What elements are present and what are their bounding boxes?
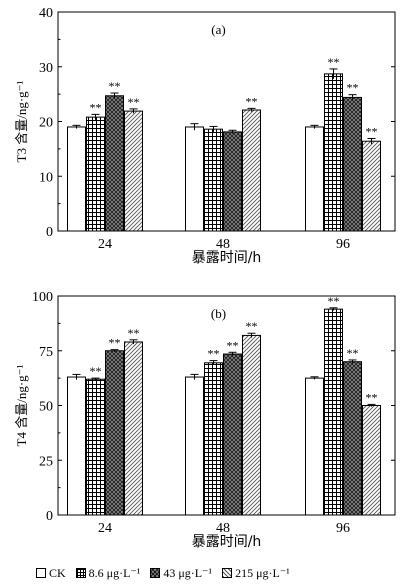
y-tick-label: 0	[46, 225, 53, 240]
bar	[185, 376, 204, 516]
legend-swatch	[36, 568, 46, 578]
legend-item: CK	[36, 566, 66, 581]
legend-label: 43 μg·L⁻¹	[163, 565, 213, 580]
significance-mark: **	[366, 124, 378, 138]
chart-panel-b: 0 25 50 75 100 (b) T4 含量/ng·g⁻¹ 暴露时间/h 24 ** ** ** 4…	[14, 290, 396, 550]
x-tick-label: 48	[216, 521, 230, 536]
legend-swatch	[222, 568, 233, 578]
x-tick-label: 96	[336, 521, 350, 536]
x-axis-label: 暴露时间/h	[192, 250, 262, 266]
y-tick-label: 40	[39, 6, 53, 21]
bar	[105, 350, 124, 516]
bar	[324, 73, 343, 232]
bar	[124, 110, 143, 232]
bar	[105, 95, 124, 232]
bar	[242, 109, 261, 232]
significance-mark: **	[328, 55, 340, 69]
bar	[305, 377, 324, 516]
panel-label: (b)	[211, 306, 226, 321]
significance-mark: **	[109, 79, 121, 93]
y-tick-label: 0	[46, 509, 53, 524]
significance-mark: **	[347, 81, 359, 95]
bar	[86, 378, 105, 516]
bar	[67, 126, 86, 232]
x-tick-label: 24	[98, 521, 112, 536]
legend-label: 215 μg·L⁻¹	[235, 565, 290, 580]
y-tick-label: 30	[39, 61, 53, 76]
legend-label: CK	[49, 565, 66, 580]
bar	[204, 362, 223, 516]
panel-label: (a)	[211, 22, 225, 37]
legend-item: 215 μg·L⁻¹	[222, 566, 290, 581]
significance-mark: **	[246, 94, 258, 108]
bar	[362, 140, 381, 232]
significance-mark: **	[90, 100, 102, 114]
y-tick-label: 10	[39, 170, 53, 185]
x-tick-label: 96	[336, 237, 350, 252]
significance-mark: **	[246, 319, 258, 333]
x-tick-label: 24	[98, 237, 112, 252]
legend-swatch	[150, 568, 161, 578]
chart-panel-a: 0 10 20 30 40 (a) T3 含量/ng·g⁻¹ 暴露时间/h 24 ** ** ** 48…	[14, 6, 396, 266]
y-axis-label: T4 含量/ng·g⁻¹	[14, 364, 29, 446]
bar	[86, 116, 105, 232]
bar	[305, 126, 324, 232]
bar	[362, 405, 381, 516]
legend-item: 43 μg·L⁻¹	[150, 566, 212, 581]
significance-mark: **	[109, 336, 121, 350]
significance-mark: **	[128, 95, 140, 109]
bar	[223, 353, 242, 516]
significance-mark: **	[128, 326, 140, 340]
bar	[324, 308, 343, 516]
y-axis-label: T3 含量/ng·g⁻¹	[14, 80, 29, 162]
bar	[223, 131, 242, 232]
significance-mark: **	[227, 338, 239, 352]
bar	[242, 334, 261, 516]
significance-mark: **	[208, 347, 220, 361]
x-tick-label: 48	[216, 237, 230, 252]
y-tick-label: 75	[39, 345, 53, 360]
legend: CK 8.6 μg·L⁻¹ 43 μg·L⁻¹ 215 μg·L⁻¹	[36, 564, 290, 582]
y-tick-label: 25	[39, 454, 53, 469]
bar	[124, 341, 143, 516]
bar	[343, 96, 362, 232]
significance-mark: **	[328, 294, 340, 308]
legend-swatch	[75, 568, 86, 578]
significance-mark: **	[90, 364, 102, 378]
bar	[67, 376, 86, 516]
significance-mark: **	[347, 346, 359, 360]
bar	[185, 126, 204, 232]
y-tick-label: 50	[39, 400, 53, 415]
x-axis-label: 暴露时间/h	[192, 534, 262, 550]
significance-mark: **	[366, 390, 378, 404]
bar	[204, 128, 223, 232]
legend-item: 8.6 μg·L⁻¹	[75, 565, 141, 581]
bar	[343, 361, 362, 516]
y-tick-label: 100	[32, 290, 53, 305]
legend-label: 8.6 μg·L⁻¹	[88, 565, 141, 580]
y-tick-label: 20	[39, 116, 53, 131]
